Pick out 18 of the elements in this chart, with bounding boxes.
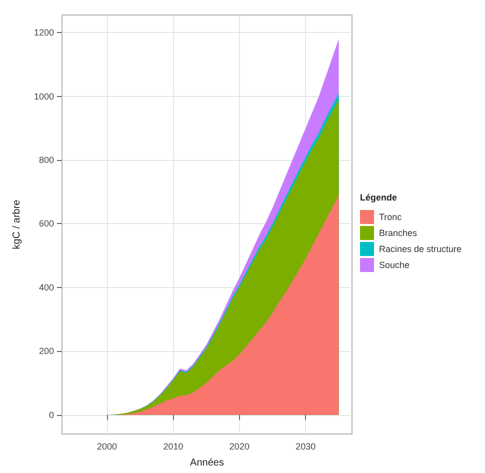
y-tick-label: 1200 <box>34 28 54 38</box>
x-tick-label: 2010 <box>163 442 184 452</box>
x-tick-label: 2030 <box>296 442 316 452</box>
legend-title: Légende <box>360 192 398 202</box>
y-tick-label: 1000 <box>34 91 54 102</box>
legend-label: Branches <box>379 228 418 238</box>
y-axis-title: kgC / arbre <box>12 199 22 250</box>
y-tick-label: 200 <box>38 346 54 356</box>
x-axis-title: Années <box>190 458 224 468</box>
legend-label: Tronc <box>379 212 402 222</box>
x-tick-label: 2000 <box>97 442 118 452</box>
legend-label: Souche <box>379 260 410 270</box>
y-tick-label: 400 <box>38 282 54 292</box>
y-tick-label: 600 <box>38 218 54 229</box>
legend-label: Racines de structure <box>379 244 462 254</box>
y-tick-label: 800 <box>38 154 54 165</box>
x-tick-label: 2020 <box>229 442 250 452</box>
y-tick-label: 0 <box>48 410 54 420</box>
